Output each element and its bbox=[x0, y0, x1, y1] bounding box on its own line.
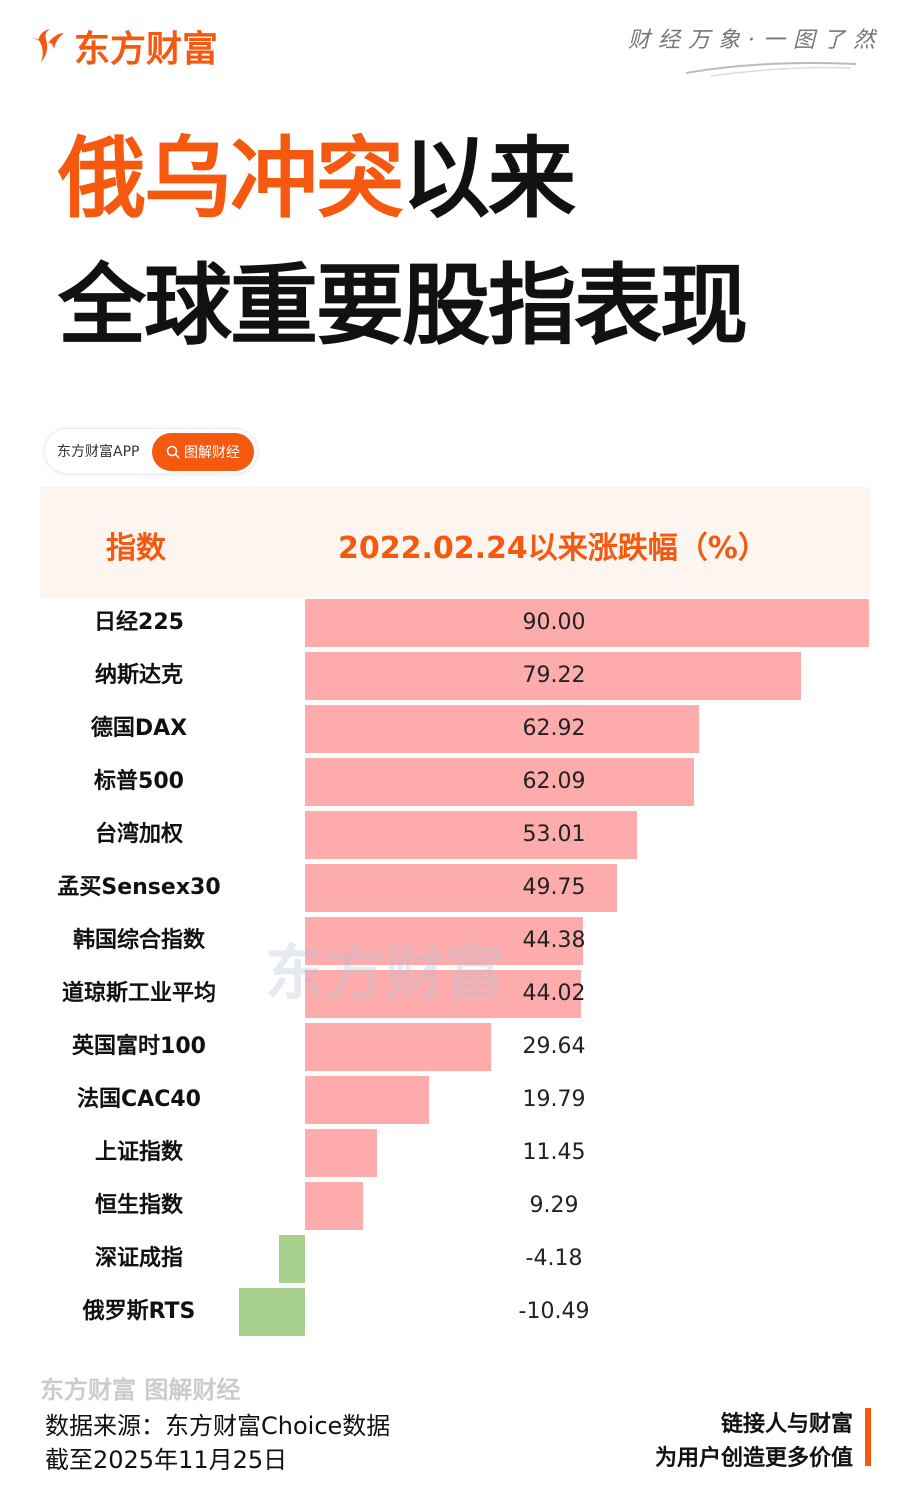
bar bbox=[305, 1023, 491, 1071]
header-index: 指数 bbox=[106, 531, 166, 566]
tujie-label: 图解财经 bbox=[184, 445, 240, 461]
value-label: 19.79 bbox=[522, 1087, 586, 1112]
value-label: -4.18 bbox=[525, 1246, 583, 1271]
app-name: 东方财富APP bbox=[57, 444, 140, 460]
brand-name: 东方财富 bbox=[74, 29, 219, 70]
search-icon bbox=[166, 445, 180, 459]
category-label: 孟买Sensex30 bbox=[57, 875, 221, 900]
bar bbox=[305, 864, 617, 912]
value-label: 62.92 bbox=[522, 716, 586, 741]
value-label: 53.01 bbox=[522, 822, 586, 847]
swoosh-decoration bbox=[685, 62, 857, 77]
value-label: 9.29 bbox=[529, 1193, 579, 1218]
category-label: 法国CAC40 bbox=[77, 1087, 201, 1112]
tagline-2: 为用户创造更多价值 bbox=[654, 1446, 853, 1471]
tagline-1: 链接人与财富 bbox=[720, 1412, 853, 1437]
value-label: 49.75 bbox=[522, 875, 586, 900]
footer-watermark: 东方财富 图解财经 bbox=[40, 1376, 241, 1404]
category-label: 英国富时100 bbox=[72, 1034, 206, 1059]
brand-logo: 东方财富 bbox=[28, 20, 218, 72]
header-change: 2022.02.24以来涨跌幅（%） bbox=[338, 531, 768, 566]
value-label: 44.02 bbox=[522, 981, 586, 1006]
category-label: 道琼斯工业平均 bbox=[61, 981, 216, 1006]
title-rest: 以来 bbox=[402, 127, 576, 230]
bar bbox=[305, 705, 700, 753]
table-header: 指数 2022.02.24以来涨跌幅（%） bbox=[40, 487, 870, 597]
category-label: 恒生指数 bbox=[94, 1193, 183, 1218]
category-label: 日经225 bbox=[94, 610, 184, 635]
category-label: 深证成指 bbox=[94, 1246, 183, 1271]
title-line-2: 全球重要股指表现 bbox=[58, 254, 748, 357]
bar bbox=[305, 599, 869, 647]
bar bbox=[305, 1182, 364, 1230]
category-label: 德国DAX bbox=[90, 716, 188, 741]
value-label: 90.00 bbox=[522, 610, 586, 635]
bar bbox=[305, 917, 584, 965]
data-source: 数据来源：东方财富Choice数据 bbox=[45, 1412, 391, 1440]
bar bbox=[278, 1235, 305, 1283]
category-label: 韩国综合指数 bbox=[72, 928, 205, 953]
category-label: 上证指数 bbox=[94, 1140, 183, 1165]
bar bbox=[305, 811, 638, 859]
category-label: 纳斯达克 bbox=[94, 663, 183, 688]
bar bbox=[305, 1076, 430, 1124]
bar bbox=[305, 970, 581, 1018]
bar bbox=[305, 758, 695, 806]
category-label: 台湾加权 bbox=[94, 822, 183, 847]
category-label: 俄罗斯RTS bbox=[82, 1299, 196, 1324]
tujie-button[interactable]: 图解财经 bbox=[152, 433, 254, 471]
value-label: 11.45 bbox=[522, 1140, 586, 1165]
bar bbox=[305, 1129, 377, 1177]
value-label: 62.09 bbox=[522, 769, 586, 794]
app-pill: 东方财富APP 图解财经 bbox=[44, 428, 258, 474]
value-label: 79.22 bbox=[522, 663, 586, 688]
bar bbox=[305, 652, 802, 700]
flame-logo-icon bbox=[32, 29, 64, 63]
title-highlight: 俄乌冲突 bbox=[58, 127, 404, 230]
bar bbox=[239, 1288, 305, 1336]
category-label: 标普500 bbox=[94, 769, 184, 794]
accent-bar bbox=[865, 1408, 871, 1466]
value-label: 29.64 bbox=[522, 1034, 586, 1059]
value-label: -10.49 bbox=[518, 1299, 590, 1324]
data-date: 截至2025年11月25日 bbox=[45, 1446, 288, 1474]
title-line-1: 俄乌冲突以来 bbox=[58, 135, 576, 223]
value-label: 44.38 bbox=[522, 928, 586, 953]
watermark: 东方财富 bbox=[265, 939, 505, 1009]
slogan: 财经万象·一图了然 bbox=[628, 28, 883, 53]
